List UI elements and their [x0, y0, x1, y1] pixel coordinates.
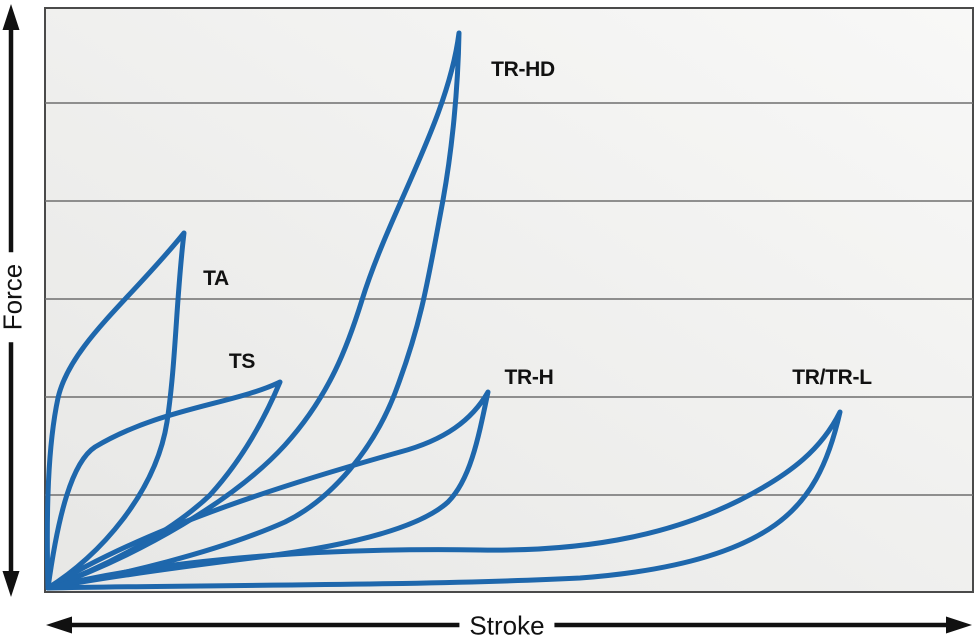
x-axis-label: Stroke — [459, 608, 555, 644]
curve-tr-hd — [45, 30, 462, 591]
force-arrow-down-icon — [2, 571, 20, 597]
curve-label-ts: TS — [228, 350, 256, 373]
plot-area — [44, 7, 974, 593]
curve-tr-tr-l — [45, 409, 843, 591]
force-arrow-up-icon — [2, 4, 20, 30]
curve-label-tr-tr-l: TR/TR-L — [792, 366, 872, 389]
curve-label-tr-h: TR-H — [504, 366, 554, 389]
stroke-arrow-right-icon — [946, 616, 972, 634]
curve-label-ta: TA — [203, 267, 229, 290]
y-axis-label: Force — [0, 251, 31, 343]
curve-label-tr-hd: TR-HD — [491, 58, 555, 81]
curve-ta — [44, 230, 187, 591]
stroke-arrow-left-icon — [46, 616, 72, 634]
